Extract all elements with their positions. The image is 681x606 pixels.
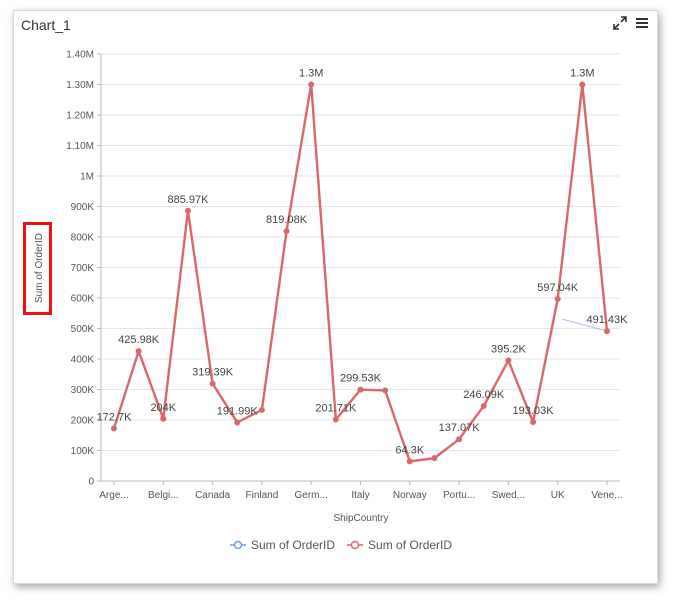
y-tick-label: 1.10M	[66, 141, 94, 152]
x-axis: Arge... Belgi... Canada Finland Germ... Italy…	[99, 480, 623, 501]
y-tick-label: 100K	[71, 446, 95, 457]
y-tick-label: 500K	[71, 324, 95, 335]
x-tick-label: Norway	[393, 490, 427, 501]
data-label: 491.43K	[587, 314, 629, 326]
data-label: 201.71K	[315, 402, 357, 414]
legend-item-series-1[interactable]: Sum of OrderID	[230, 538, 335, 552]
y-axis-title: Sum of OrderID	[34, 233, 45, 303]
x-tick-label: Portu...	[443, 490, 475, 501]
x-tick-label: Arge...	[99, 490, 128, 501]
legend-label-series-1: Sum of OrderID	[251, 538, 336, 552]
data-label: 1.3M	[299, 68, 323, 80]
x-tick-label: Italy	[351, 490, 369, 501]
y-axis-title-highlight	[23, 222, 52, 315]
series-2-point[interactable]	[308, 81, 315, 88]
data-label: 299.53K	[340, 373, 382, 385]
legend-item-series-2[interactable]: Sum of OrderID	[347, 538, 452, 552]
series-layer	[111, 81, 610, 465]
series-2-point[interactable]	[258, 406, 265, 413]
series-2-point[interactable]	[406, 458, 413, 465]
legend-marker-series-2	[347, 540, 364, 550]
y-tick-label: 600K	[71, 294, 95, 305]
y-tick-label: 300K	[71, 385, 95, 396]
y-tick-label: 400K	[71, 355, 95, 366]
y-tick-label: 700K	[71, 263, 95, 274]
series-2-point[interactable]	[332, 416, 339, 423]
series-2-point[interactable]	[357, 386, 364, 393]
x-tick-label: Swed...	[492, 490, 525, 501]
series-2-point[interactable]	[160, 415, 167, 422]
series-2-point[interactable]	[505, 357, 512, 364]
data-label: 425.98K	[118, 334, 160, 346]
series-2-point[interactable]	[456, 436, 463, 443]
y-tick-label: 900K	[71, 202, 95, 213]
expand-icon[interactable]	[613, 16, 627, 30]
series-2-point[interactable]	[209, 380, 216, 387]
y-tick-label: 1.20M	[66, 111, 94, 122]
series-2-point[interactable]	[530, 419, 537, 426]
data-label: 246.09K	[463, 389, 505, 401]
data-label: 191.99K	[217, 405, 259, 417]
x-tick-label: UK	[551, 490, 565, 501]
data-label: 597.04K	[537, 282, 579, 294]
y-axis: 0 100K 200K 300K 400K 500K 600K 700K 800K 900K 1M 1…	[66, 50, 102, 488]
x-tick-label: Vene...	[591, 490, 622, 501]
x-axis-title: ShipCountry	[333, 513, 388, 524]
series-1-line	[562, 318, 608, 332]
x-tick-label: Finland	[245, 490, 278, 501]
x-tick-label: Canada	[195, 490, 230, 501]
series-2-point[interactable]	[480, 402, 487, 409]
data-label: 172.7K	[97, 411, 133, 423]
x-tick-label: Belgi...	[148, 490, 179, 501]
menu-icon[interactable]	[635, 16, 649, 30]
data-label: 885.97K	[167, 194, 209, 206]
panel-title: Chart_1	[21, 17, 71, 33]
legend-label-series-2: Sum of OrderID	[368, 538, 453, 552]
y-tick-label: 800K	[71, 233, 95, 244]
series-2-point[interactable]	[554, 295, 561, 302]
series-2-point[interactable]	[604, 328, 610, 335]
series-2-point[interactable]	[579, 81, 586, 88]
data-label: 204K	[150, 402, 176, 414]
legend-marker-series-1	[230, 540, 246, 550]
series-2-point[interactable]	[184, 207, 191, 214]
series-2-point[interactable]	[283, 228, 290, 235]
series-2-point[interactable]	[234, 419, 241, 426]
y-tick-label: 200K	[71, 416, 95, 427]
data-label: 819.08K	[266, 214, 308, 226]
legend: Sum of OrderID Sum of OrderID	[230, 538, 452, 552]
data-label: 137.07K	[439, 422, 481, 434]
chart-panel: Chart_1	[13, 10, 658, 584]
y-tick-label: 1.40M	[66, 50, 94, 61]
y-tick-label: 1M	[80, 172, 94, 183]
data-label: 319.39K	[192, 367, 234, 379]
data-label: 395.2K	[491, 343, 527, 355]
y-tick-label: 1.30M	[66, 80, 94, 91]
data-label: 1.3M	[570, 68, 594, 80]
series-2-point[interactable]	[382, 387, 389, 394]
series-2-point[interactable]	[431, 455, 438, 462]
panel-toolbar	[613, 16, 649, 30]
y-tick-label: 0	[88, 477, 94, 488]
data-labels: 172.7K 425.98K 204K 885.97K 319.39K 191.99K 81…	[97, 68, 629, 457]
data-label: 64.3K	[395, 444, 424, 456]
data-label: 193.03K	[513, 405, 555, 417]
x-tick-label: Germ...	[295, 490, 328, 501]
series-2-point[interactable]	[111, 425, 117, 432]
series-2-point[interactable]	[135, 348, 142, 355]
